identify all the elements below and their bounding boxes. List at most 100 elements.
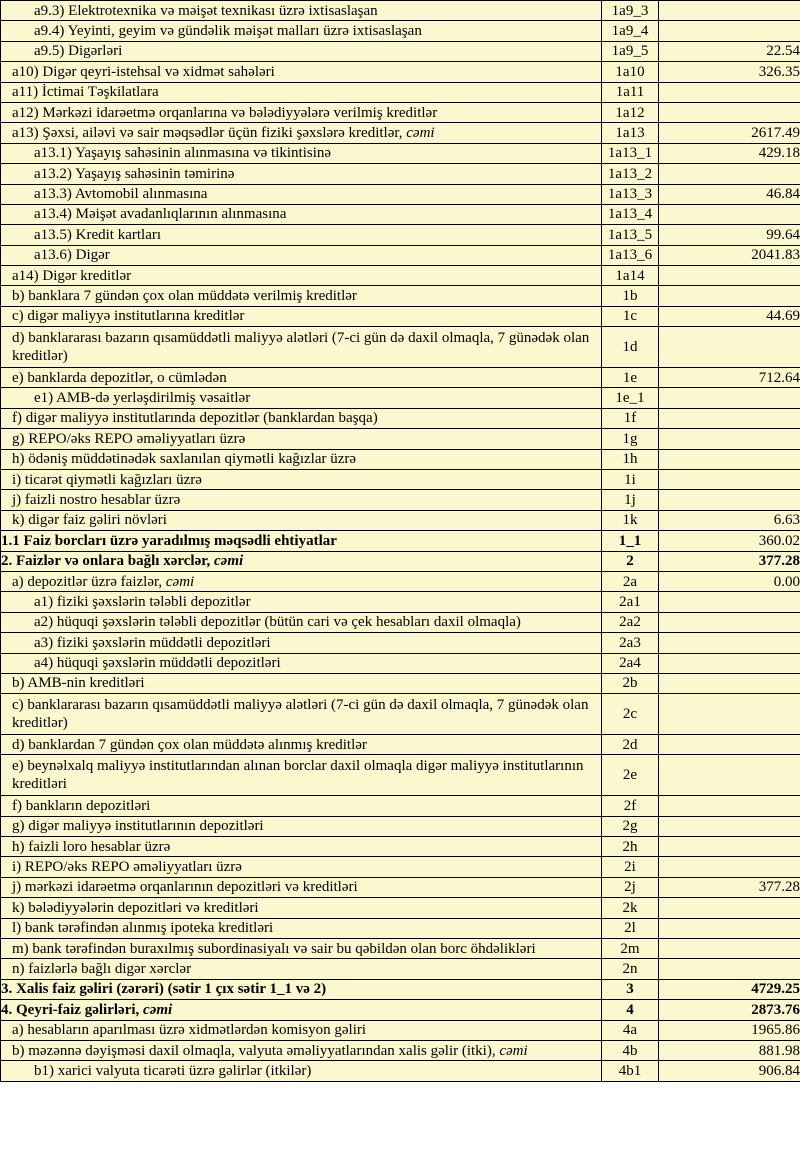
row-value-cell[interactable] (658, 795, 800, 817)
row-value-cell[interactable] (658, 0, 800, 22)
row-value-cell[interactable] (658, 203, 800, 226)
row-code: 2e (601, 754, 659, 797)
row-label-text: a1) fiziki şəxslərin tələbli depozitlər (34, 593, 251, 610)
table-row: b) banklara 7 gündən çox olan müddətə ve… (0, 285, 800, 307)
row-value-cell[interactable]: 2873.76 (658, 999, 800, 1021)
table-row: a4) hüquqi şəxslərin müddətli depozitlər… (0, 652, 800, 674)
row-value-cell[interactable]: 99.64 (658, 224, 800, 246)
row-code: 2a (601, 570, 659, 593)
table-row: a9.4) Yeyinti, geyim və gündəlik məişət … (0, 20, 800, 42)
row-value-cell[interactable] (658, 428, 800, 450)
row-label-text: g) REPO/əks REPO əməliyyatları üzrə (12, 430, 246, 447)
row-value-cell[interactable] (658, 468, 800, 491)
row-code: 2n (601, 958, 659, 980)
row-value-cell[interactable]: 2617.49 (658, 122, 800, 144)
table-row: n) faizlərlə bağlı digər xərclər 2n (0, 958, 800, 980)
row-label-text: a13.6) Digər (34, 247, 110, 264)
row-label-text: f) bankların depozitləri (12, 797, 151, 814)
row-code: 4b1 (601, 1060, 659, 1082)
row-value-cell[interactable] (658, 591, 800, 613)
row-label: m) bank tərəfindən buraxılmış subordinas… (0, 938, 602, 960)
row-value-cell[interactable] (658, 754, 800, 797)
row-label: a13) Şəxsi, ailəvi və sair məqsədlər üçü… (0, 122, 602, 144)
table-row: d) banklararası bazarın qısamüddətli mal… (0, 326, 800, 369)
row-label-text: g) digər maliyyə institutlarının depozit… (12, 818, 264, 835)
row-label-text: j) faizli nostro hesablar üzrə (12, 491, 181, 508)
row-value-cell[interactable] (658, 101, 800, 124)
row-value-cell[interactable] (658, 20, 800, 42)
row-value-cell[interactable]: 0.00 (658, 570, 800, 593)
row-value-cell[interactable] (658, 856, 800, 878)
row-value-cell[interactable] (658, 815, 800, 838)
row-code: 2a3 (601, 632, 659, 654)
row-label: h) faizli loro hesablar üzrə (0, 836, 602, 858)
row-value-cell[interactable] (658, 672, 800, 695)
row-value-cell[interactable]: 46.84 (658, 183, 800, 205)
row-value-cell[interactable] (658, 448, 800, 471)
row-code: 4b (601, 1039, 659, 1062)
row-value-cell[interactable] (658, 285, 800, 307)
row-value-cell[interactable]: 906.84 (658, 1060, 800, 1082)
row-label: a13.2) Yaşayış sahəsinin təmirinə (0, 163, 602, 185)
row-value-cell[interactable]: 377.28 (658, 876, 800, 899)
row-value-cell[interactable]: 881.98 (658, 1039, 800, 1062)
row-value-cell[interactable] (658, 489, 800, 511)
row-code: 1i (601, 468, 659, 491)
financial-report-table: a9.3) Elektrotexnika və məişət texnikası… (0, 0, 800, 1082)
row-value-cell[interactable] (658, 611, 800, 634)
row-value-cell[interactable] (658, 163, 800, 185)
row-value-cell[interactable]: 22.54 (658, 40, 800, 63)
table-row: a11) İctimai Təşkilatlara 1a11 (0, 81, 800, 103)
row-value-cell[interactable] (658, 734, 800, 756)
row-value-cell[interactable]: 4729.25 (658, 978, 800, 1001)
row-label: a13.4) Məişət avadanlıqlarının alınmasın… (0, 203, 602, 226)
row-code: 3 (601, 978, 659, 1001)
row-code: 1b (601, 285, 659, 307)
row-value-cell[interactable]: 6.63 (658, 509, 800, 532)
row-label: a) hesabların aparılması üzrə xidmətlərd… (0, 1019, 602, 1041)
row-label-text: a13.2) Yaşayış sahəsinin təmirinə (34, 165, 235, 182)
row-value-cell[interactable] (658, 836, 800, 858)
row-label-text: e1) AMB-də yerləşdirilmiş vəsaitlər (34, 389, 251, 406)
row-label-text: c) banklararası bazarın qısamüddətli mal… (12, 696, 589, 732)
row-value-cell[interactable] (658, 632, 800, 654)
row-value-cell[interactable] (658, 81, 800, 103)
table-row: j) faizli nostro hesablar üzrə 1j (0, 489, 800, 511)
row-value-cell[interactable]: 2041.83 (658, 244, 800, 267)
row-label-text: a13) Şəxsi, ailəvi və sair məqsədlər üçü… (12, 124, 407, 141)
row-value-cell[interactable]: 1965.86 (658, 1019, 800, 1041)
row-value-cell[interactable] (658, 326, 800, 369)
table-row: j) mərkəzi idarəetmə orqanlarının depozi… (0, 876, 800, 899)
table-row: a) hesabların aparılması üzrə xidmətlərd… (0, 1019, 800, 1041)
row-value-cell[interactable]: 326.35 (658, 61, 800, 83)
row-value-cell[interactable] (658, 958, 800, 980)
row-value-cell[interactable] (658, 407, 800, 430)
row-code: 1a13 (601, 122, 659, 144)
row-value-cell[interactable] (658, 897, 800, 919)
row-code: 1_1 (601, 530, 659, 552)
row-code: 1a14 (601, 265, 659, 287)
row-label-text: a14) Digər kreditlər (12, 267, 132, 284)
row-code: 2h (601, 836, 659, 858)
row-value-cell[interactable]: 712.64 (658, 367, 800, 389)
row-value-cell[interactable] (658, 917, 800, 940)
row-label: 4. Qeyri-faiz gəlirləri, cəmi (0, 999, 602, 1021)
row-value-cell[interactable]: 44.69 (658, 305, 800, 328)
row-value-cell[interactable] (658, 938, 800, 960)
row-label: a9.3) Elektrotexnika və məişət texnikası… (0, 0, 602, 22)
row-code: 1a13_6 (601, 244, 659, 267)
row-value-cell[interactable] (658, 693, 800, 736)
row-label: a) depozitlər üzrə faizlər, cəmi (0, 570, 602, 593)
row-value-cell[interactable]: 429.18 (658, 142, 800, 165)
row-label-text: a12) Mərkəzi idarəetmə orqanlarına və bə… (12, 104, 438, 121)
row-value-cell[interactable] (658, 387, 800, 409)
row-value-cell[interactable]: 360.02 (658, 530, 800, 552)
table-row: a) depozitlər üzrə faizlər, cəmi 2a 0.00 (0, 570, 800, 593)
row-label: l) bank tərəfindən alınmış ipoteka kredi… (0, 917, 602, 940)
table-row: a9.3) Elektrotexnika və məişət texnikası… (0, 0, 800, 22)
row-value-cell[interactable]: 377.28 (658, 550, 800, 572)
row-value-cell[interactable] (658, 652, 800, 674)
table-row: g) digər maliyyə institutlarının depozit… (0, 815, 800, 838)
row-label: b) AMB-nin kreditləri (0, 672, 602, 695)
row-value-cell[interactable] (658, 265, 800, 287)
